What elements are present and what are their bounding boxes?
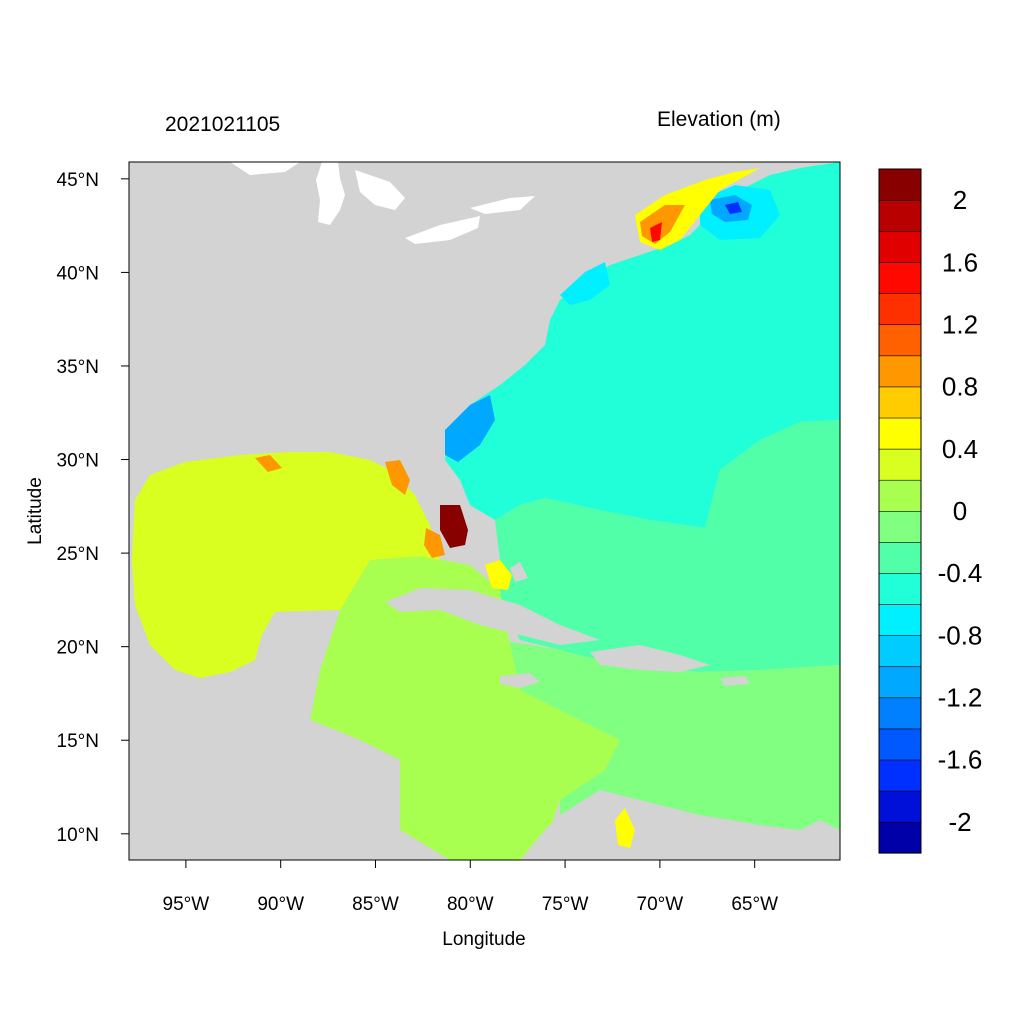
yucatan	[255, 610, 340, 720]
x-tick-label: 85°W	[352, 894, 399, 915]
colorbar-labels: 2 1.6 1.2 0.8 0.4 0 -0.4 -0.8 -1.2 -1.6 -2	[938, 185, 983, 837]
colorbar-swatch	[878, 168, 922, 201]
caribbean-west-field	[310, 556, 620, 860]
colorbar-swatch	[878, 821, 922, 854]
colorbar-swatch	[878, 355, 922, 388]
x-axis-label: Longitude	[442, 929, 525, 950]
y-tick-label: 20°N	[57, 638, 99, 659]
y-axis-label: Latitude	[25, 477, 46, 545]
colorbar-swatch	[878, 293, 922, 326]
great-lakes	[230, 162, 535, 244]
colorbar-label: 0	[953, 496, 967, 526]
y-tick-label: 40°N	[57, 263, 99, 284]
x-tick-label: 70°W	[637, 894, 684, 915]
caribbean-islands	[385, 524, 750, 688]
colorbar-swatch	[878, 386, 922, 419]
colorbar-swatch	[878, 603, 922, 636]
hispaniola	[590, 645, 710, 672]
colorbar-swatch	[878, 728, 922, 761]
south-america	[520, 790, 840, 860]
lake-erie	[405, 216, 480, 244]
colorbar-swatch	[878, 697, 922, 730]
colorbar-label: 1.2	[942, 309, 978, 339]
y-tick-label: 45°N	[57, 170, 99, 191]
colorbar-swatch	[878, 261, 922, 294]
colorbar-label: 0.8	[942, 372, 978, 402]
lake-superior	[230, 162, 300, 175]
x-tick-label: 75°W	[542, 894, 589, 915]
x-tick-label: 95°W	[163, 894, 210, 915]
colorbar-swatch	[878, 759, 922, 792]
louisiana-surge	[255, 455, 282, 472]
x-axis-ticks: 95°W 90°W 85°W 80°W 75°W 70°W 65°W	[163, 860, 778, 915]
lake-ontario	[470, 196, 535, 214]
georgia-bight-low	[445, 395, 495, 462]
timestamp-title: 2021021105	[165, 113, 281, 136]
x-tick-label: 65°W	[731, 894, 778, 915]
big-bend-surge	[385, 460, 410, 495]
florida-bay-surge	[424, 528, 445, 558]
colorbar-swatch	[878, 666, 922, 699]
colorbar-swatch	[878, 635, 922, 668]
central-america	[129, 690, 450, 860]
y-axis-ticks: 10°N 15°N 20°N 25°N 30°N 35°N 40°N 45°N	[57, 170, 129, 846]
y-tick-label: 30°N	[57, 451, 99, 472]
colorbar-swatch	[878, 572, 922, 605]
x-tick-label: 90°W	[257, 894, 304, 915]
y-tick-label: 15°N	[57, 731, 99, 752]
colorbar-label: 0.4	[942, 434, 978, 464]
colorbar-label: 1.6	[942, 247, 978, 277]
mid-atlantic-low	[560, 262, 610, 305]
colorbar-swatch	[878, 230, 922, 263]
minimum-elevation	[725, 202, 742, 214]
south-florida-surge	[440, 505, 468, 548]
colorbar-label: -1.6	[938, 745, 983, 775]
bahamas-island-2	[510, 562, 528, 582]
colorbar-label: 2	[953, 185, 967, 215]
y-tick-label: 25°N	[57, 544, 99, 565]
bahamas-bank-surge	[485, 560, 512, 590]
atlantic-south-field	[495, 420, 840, 672]
colorbar	[878, 168, 922, 854]
colorbar-frame	[878, 168, 922, 854]
lake-michigan	[316, 162, 345, 225]
colorbar-swatch	[878, 448, 922, 481]
bahamas-island	[480, 524, 498, 548]
colorbar-swatch	[878, 541, 922, 574]
colorbar-swatch	[878, 479, 922, 512]
colorbar-label: -2	[948, 807, 971, 837]
cuba	[385, 588, 600, 645]
colorbar-swatch	[878, 199, 922, 232]
x-tick-label: 80°W	[447, 894, 494, 915]
cape-cod-peak	[650, 222, 662, 242]
colorbar-label: -0.8	[938, 620, 983, 650]
colorbar-swatch	[878, 510, 922, 543]
colorbar-label: -0.4	[938, 558, 983, 588]
jamaica	[500, 673, 540, 688]
gulf-of-mexico-field	[132, 452, 440, 678]
colorbar-swatch	[878, 417, 922, 450]
y-tick-label: 10°N	[57, 825, 99, 846]
colorbar-swatch	[878, 324, 922, 357]
y-tick-label: 35°N	[57, 357, 99, 378]
lake-huron	[355, 170, 405, 210]
colorbar-label: -1.2	[938, 683, 983, 713]
puerto-rico	[720, 676, 750, 686]
colorbar-swatch	[878, 790, 922, 823]
map-layers	[129, 162, 840, 860]
atlantic-north-field	[445, 162, 840, 528]
lake-maracaibo	[615, 808, 635, 848]
variable-title: Elevation (m)	[657, 108, 781, 131]
plot-frame	[128, 161, 841, 861]
